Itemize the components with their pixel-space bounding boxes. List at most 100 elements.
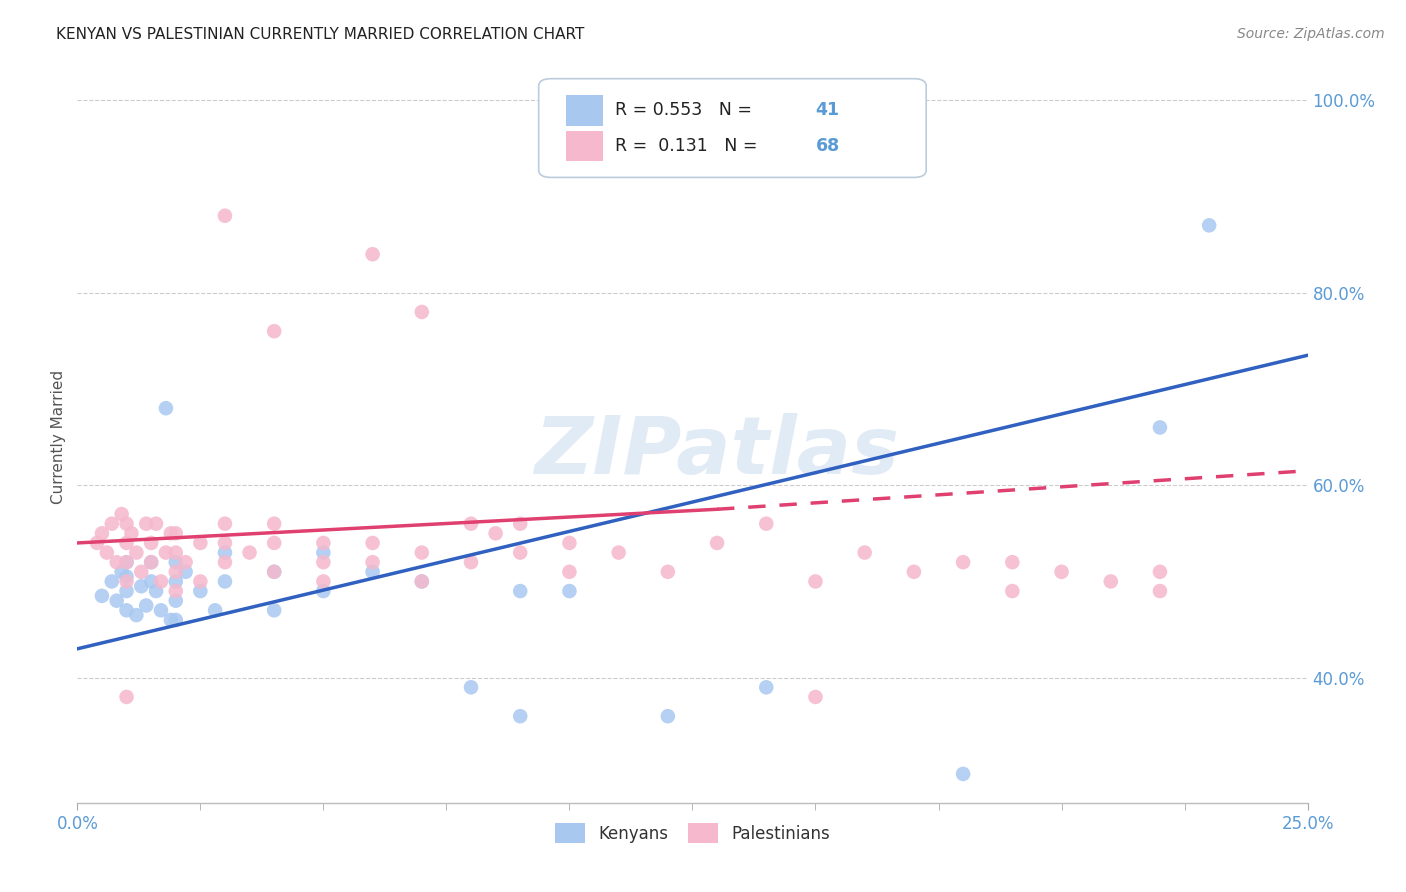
Point <box>411 574 433 589</box>
Point <box>86 536 108 550</box>
Point <box>165 565 187 579</box>
Y-axis label: Currently Married: Currently Married <box>51 370 66 504</box>
Point <box>165 584 187 599</box>
Point <box>263 603 285 617</box>
Text: ZIPatlas: ZIPatlas <box>534 413 900 491</box>
Point <box>160 613 183 627</box>
Point <box>150 574 173 589</box>
Point <box>165 555 187 569</box>
Point <box>105 555 128 569</box>
Point <box>115 516 138 531</box>
Point <box>115 536 138 550</box>
Point <box>485 526 508 541</box>
Point <box>509 516 531 531</box>
Point <box>804 690 827 704</box>
Point <box>312 584 335 599</box>
Point <box>312 536 335 550</box>
Point <box>125 545 148 559</box>
Point <box>111 565 132 579</box>
Point <box>214 536 236 550</box>
Point <box>312 574 335 589</box>
Point <box>312 555 335 569</box>
Point <box>105 593 128 607</box>
Point <box>214 555 236 569</box>
Point <box>174 555 197 569</box>
Point <box>115 569 138 583</box>
Bar <box>565 130 603 161</box>
Point <box>141 574 163 589</box>
Point <box>214 516 236 531</box>
Point <box>115 555 138 569</box>
Point <box>135 516 157 531</box>
Point <box>706 536 728 550</box>
Point <box>165 593 187 607</box>
Point <box>804 574 827 589</box>
Point <box>145 516 167 531</box>
Point <box>188 574 212 589</box>
Point <box>160 526 183 541</box>
Point <box>214 545 236 559</box>
Point <box>141 555 163 569</box>
Point <box>558 565 581 579</box>
Point <box>165 526 187 541</box>
Point <box>101 574 124 589</box>
Point <box>1050 565 1073 579</box>
Point <box>657 565 679 579</box>
Point <box>755 681 778 695</box>
Text: R = 0.553   N =: R = 0.553 N = <box>614 101 758 120</box>
Point <box>509 545 531 559</box>
Bar <box>565 95 603 126</box>
Point <box>1001 584 1024 599</box>
Point <box>115 584 138 599</box>
Point <box>155 545 177 559</box>
Point <box>1149 584 1171 599</box>
Point <box>755 516 778 531</box>
Text: R =  0.131   N =: R = 0.131 N = <box>614 137 763 155</box>
Point <box>129 565 153 579</box>
Point <box>1099 574 1122 589</box>
FancyBboxPatch shape <box>538 78 927 178</box>
Point <box>903 565 925 579</box>
Point <box>239 545 262 559</box>
Point <box>361 565 384 579</box>
Point <box>165 545 187 559</box>
Point <box>141 555 163 569</box>
Point <box>125 608 148 623</box>
Point <box>188 536 212 550</box>
Text: KENYAN VS PALESTINIAN CURRENTLY MARRIED CORRELATION CHART: KENYAN VS PALESTINIAN CURRENTLY MARRIED … <box>56 27 585 42</box>
Point <box>1149 565 1171 579</box>
Point <box>952 555 974 569</box>
Point <box>411 574 433 589</box>
Point <box>411 305 433 319</box>
Point <box>141 536 163 550</box>
Point <box>312 545 335 559</box>
Point <box>115 603 138 617</box>
Point <box>90 589 114 603</box>
Point <box>411 545 433 559</box>
Point <box>263 536 285 550</box>
Point <box>96 545 118 559</box>
Point <box>214 209 236 223</box>
Point <box>121 526 143 541</box>
Point <box>150 603 173 617</box>
Point <box>263 565 285 579</box>
Point <box>558 584 581 599</box>
Text: 41: 41 <box>815 101 839 120</box>
Point <box>135 599 157 613</box>
Point <box>1198 219 1220 233</box>
Point <box>115 555 138 569</box>
Point <box>165 574 187 589</box>
Point <box>155 401 177 416</box>
Point <box>263 516 285 531</box>
Point <box>101 516 124 531</box>
Point <box>111 507 132 521</box>
Point <box>1001 555 1024 569</box>
Point <box>460 555 482 569</box>
Point <box>361 555 384 569</box>
Point <box>657 709 679 723</box>
Point <box>174 565 197 579</box>
Point <box>204 603 226 617</box>
Point <box>129 579 153 593</box>
Point <box>509 709 531 723</box>
Point <box>188 584 212 599</box>
